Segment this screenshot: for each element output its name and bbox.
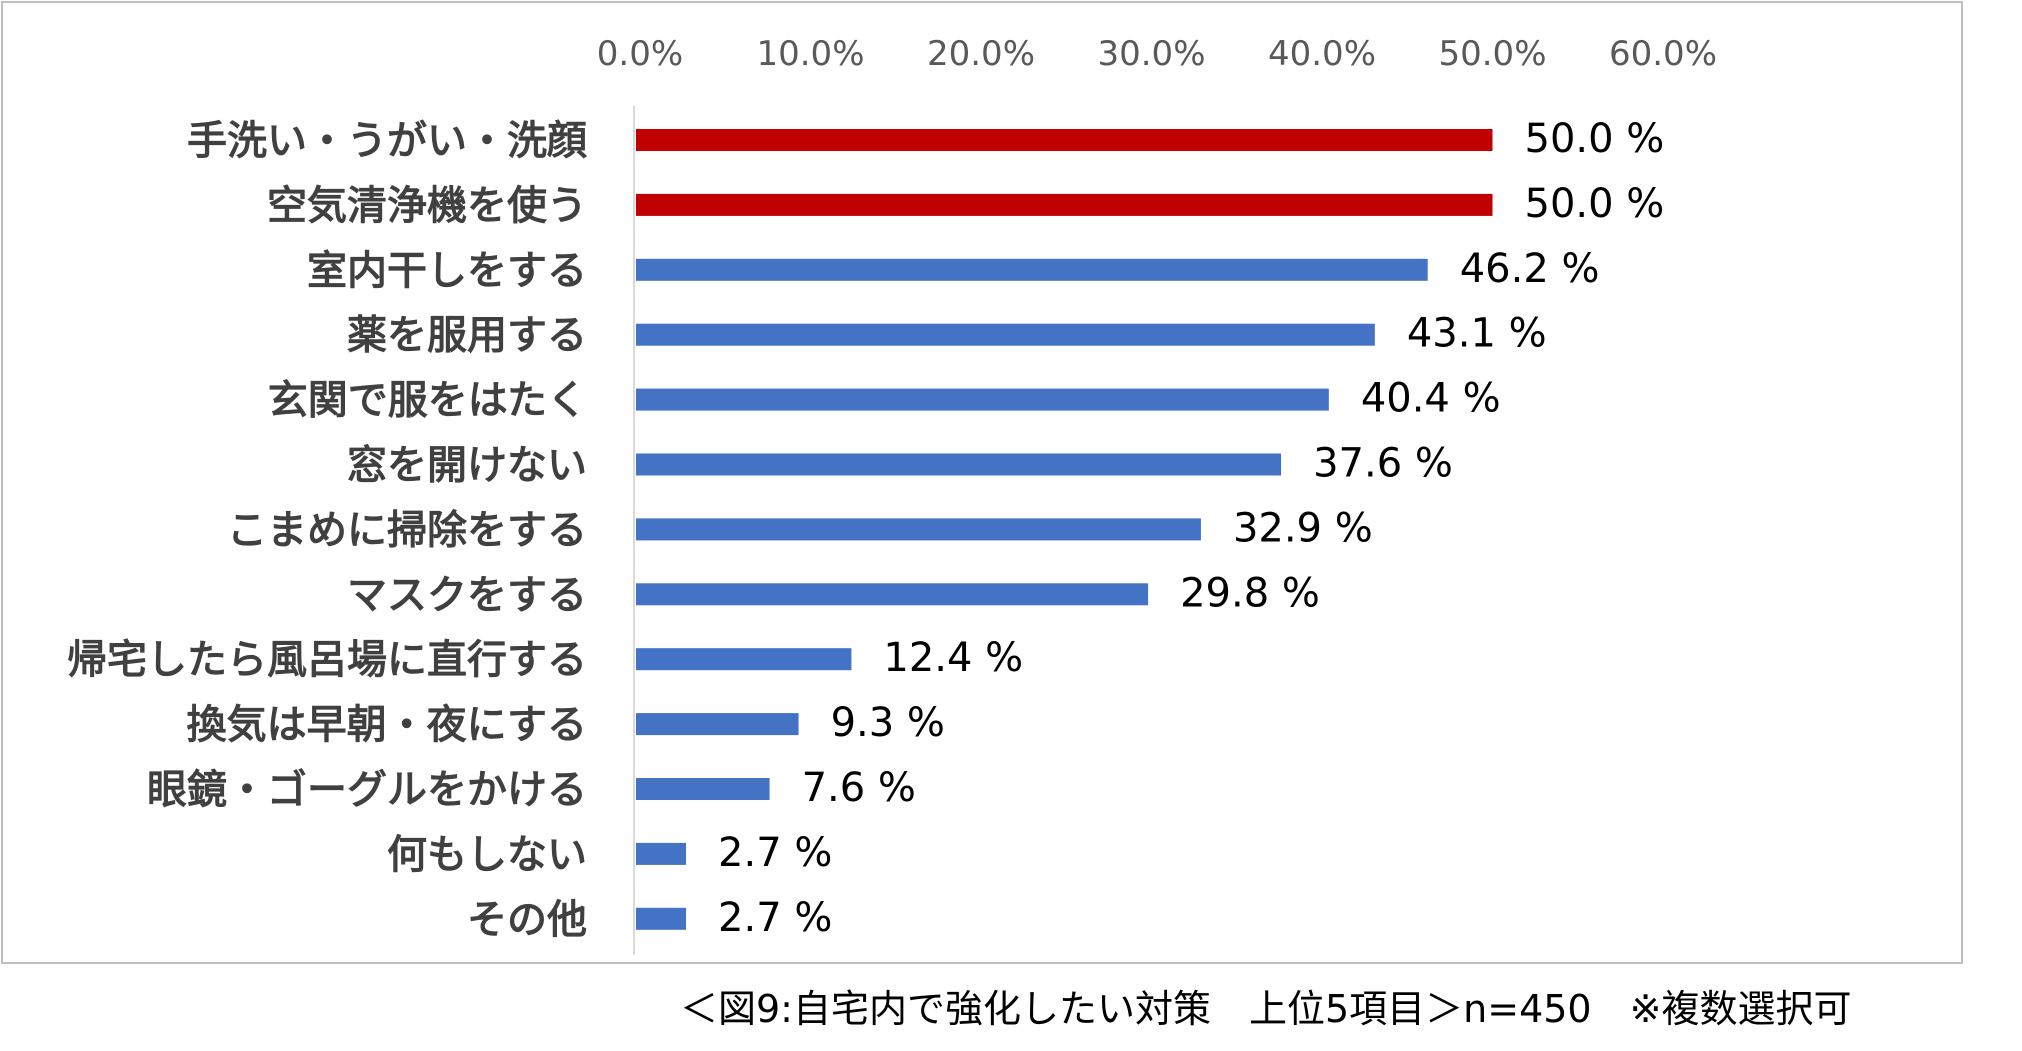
category-label: 玄関で服をはたく bbox=[268, 378, 587, 424]
bar bbox=[636, 778, 770, 800]
category-label: 眼鏡・ゴーグルをかける bbox=[147, 767, 587, 813]
x-tick-label: 60.0% bbox=[1609, 34, 1717, 74]
x-tick-label: 50.0% bbox=[1438, 34, 1546, 74]
x-tick-label: 40.0% bbox=[1268, 34, 1376, 74]
bar bbox=[636, 713, 799, 736]
bar bbox=[636, 193, 1493, 216]
data-label: 12.4 % bbox=[883, 635, 1023, 681]
data-label: 46.2 % bbox=[1460, 246, 1600, 292]
data-label: 37.6 % bbox=[1313, 441, 1453, 487]
bar bbox=[636, 258, 1428, 281]
x-tick-label: 10.0% bbox=[756, 34, 864, 74]
category-label: 換気は早朝・夜にする bbox=[187, 702, 587, 748]
bar bbox=[636, 518, 1201, 541]
category-label: こまめに掃除をする bbox=[227, 507, 587, 553]
data-label: 43.1 % bbox=[1407, 311, 1547, 357]
data-label: 2.7 % bbox=[718, 895, 832, 941]
data-label: 29.8 % bbox=[1180, 570, 1320, 616]
category-label: 薬を服用する bbox=[347, 313, 587, 359]
x-tick-label: 0.0% bbox=[597, 34, 683, 74]
x-tick-label: 20.0% bbox=[927, 34, 1035, 74]
x-tick-label: 30.0% bbox=[1097, 34, 1205, 74]
bar bbox=[636, 907, 687, 930]
data-label: 50.0 % bbox=[1525, 181, 1665, 227]
chart-frame bbox=[1, 1, 1963, 964]
bar bbox=[636, 648, 852, 671]
data-label: 50.0 % bbox=[1525, 116, 1665, 162]
category-label: 手洗い・うがい・洗顔 bbox=[187, 118, 587, 164]
category-label: 窓を開けない bbox=[347, 443, 587, 489]
data-label: 9.3 % bbox=[831, 700, 945, 746]
category-label: 室内干しをする bbox=[307, 248, 587, 294]
category-label: 何もしない bbox=[387, 832, 587, 878]
bar bbox=[636, 388, 1329, 411]
category-label: マスクをする bbox=[347, 572, 587, 618]
data-label: 7.6 % bbox=[802, 765, 916, 811]
category-label: その他 bbox=[467, 897, 587, 943]
category-label: 帰宅したら風呂場に直行する bbox=[67, 637, 587, 683]
bar bbox=[636, 842, 687, 865]
bar bbox=[636, 129, 1493, 151]
bar bbox=[636, 323, 1375, 346]
bar bbox=[636, 583, 1149, 606]
bar bbox=[636, 453, 1282, 476]
data-label: 32.9 % bbox=[1233, 505, 1373, 551]
data-label: 40.4 % bbox=[1361, 376, 1501, 422]
chart-caption: ＜図9:自宅内で強化したい対策 上位5項目＞n=450 ※複数選択可 bbox=[680, 987, 1852, 1031]
data-label: 2.7 % bbox=[718, 830, 832, 876]
category-label: 空気清浄機を使う bbox=[267, 183, 587, 229]
